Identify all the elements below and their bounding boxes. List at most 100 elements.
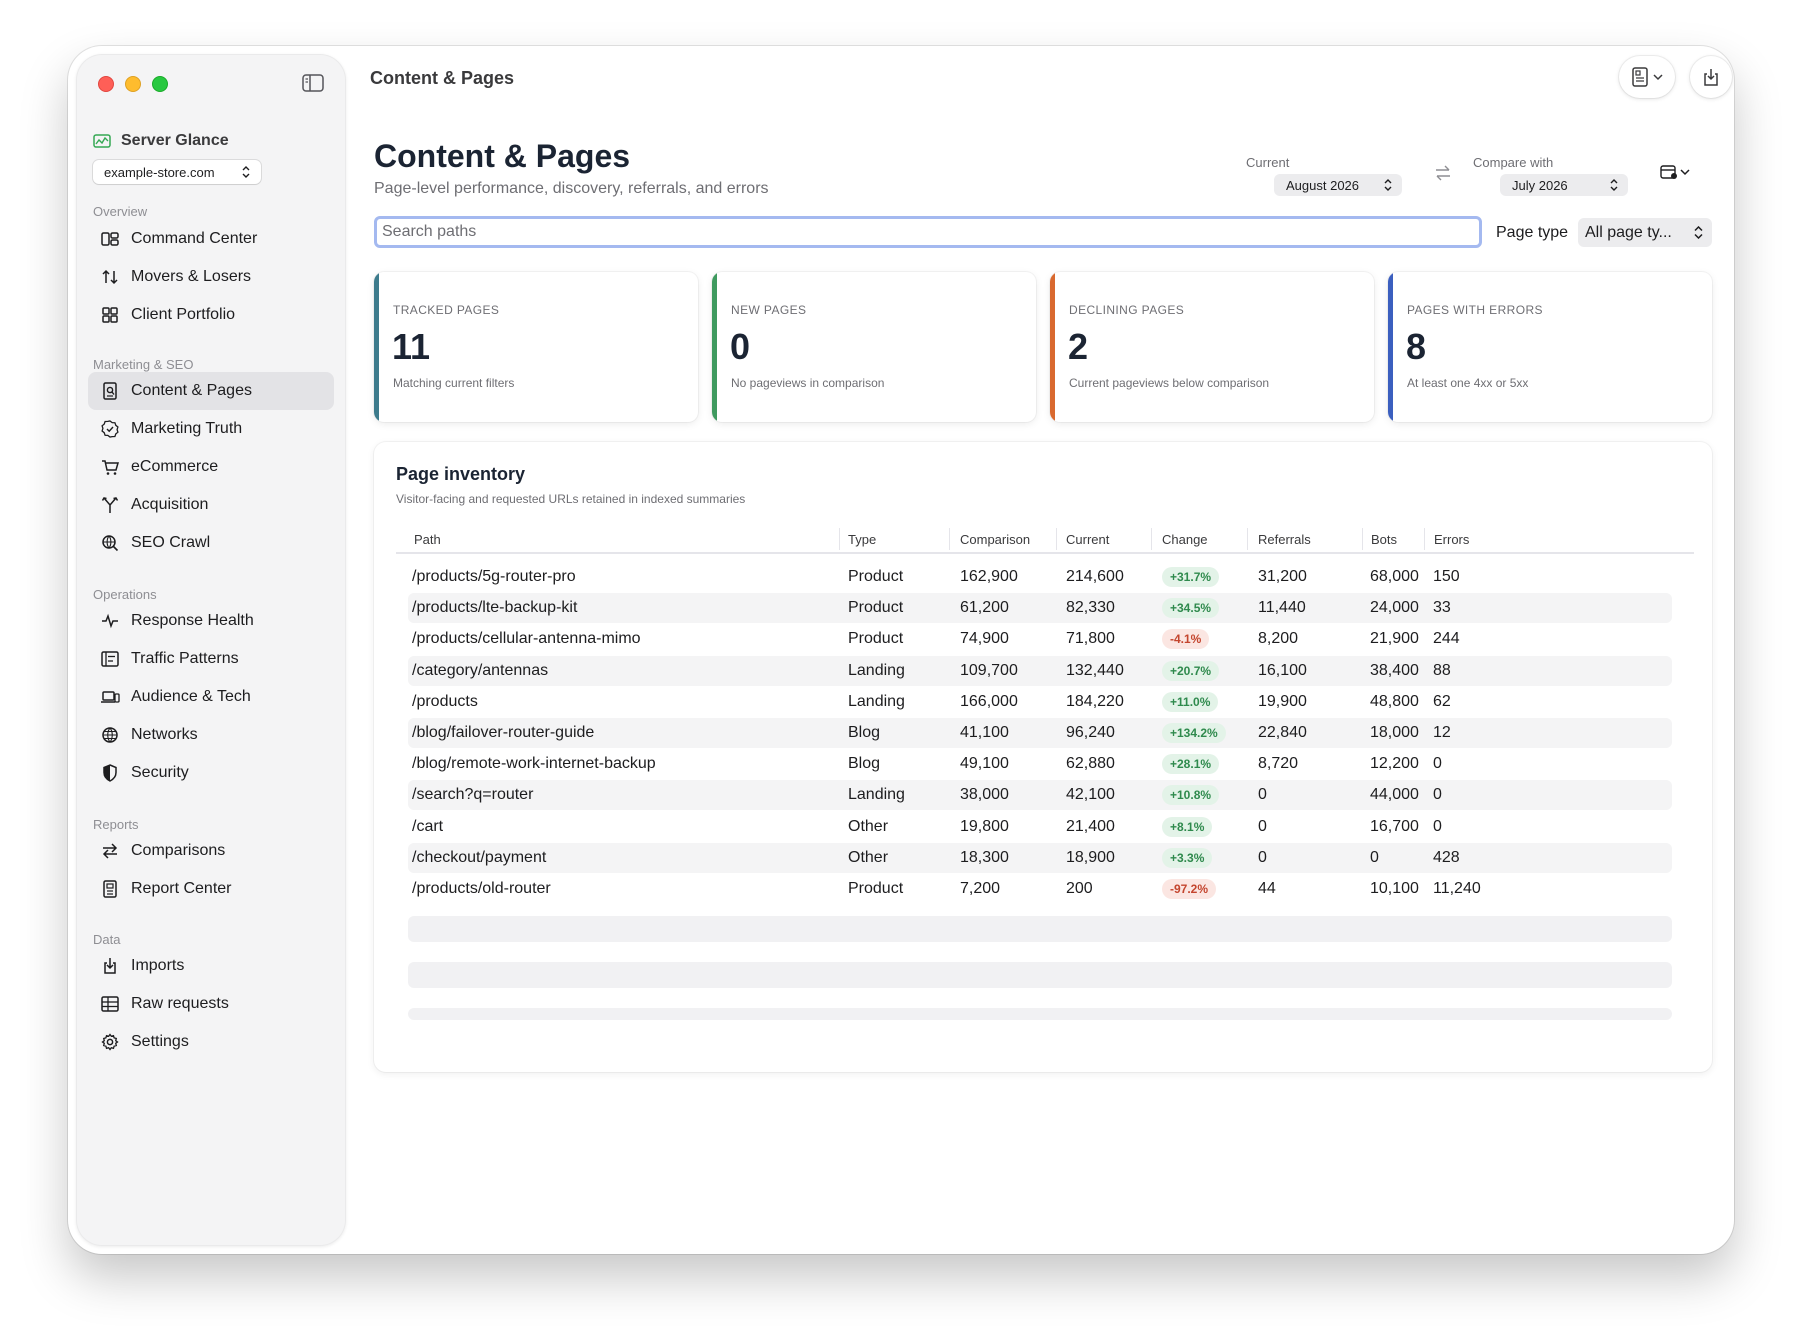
cell-bots: 38,400 <box>1370 661 1419 679</box>
table-row[interactable]: /search?q=router Landing 38,000 42,100 0 44,0… <box>408 780 1672 811</box>
sidebar-item-imports[interactable]: Imports <box>88 947 334 985</box>
cell-type: Product <box>848 630 904 648</box>
column-header[interactable]: Referrals <box>1258 532 1311 547</box>
table-row[interactable]: /category/antennas Landing 109,700 132,440 1… <box>408 655 1672 686</box>
column-header[interactable]: Path <box>414 532 441 547</box>
cell-comparison: 49,100 <box>960 755 1009 773</box>
brand: Server Glance <box>93 132 229 150</box>
cell-bots: 18,000 <box>1370 724 1419 741</box>
cell-type: Blog <box>848 755 881 773</box>
sidebar-item-settings[interactable]: Settings <box>88 1023 334 1061</box>
compare-period-value: July 2026 <box>1512 177 1568 193</box>
page-inventory-panel: Page inventory Visitor-facing and reques… <box>374 442 1712 1072</box>
close-window-button[interactable] <box>98 76 114 92</box>
table-row[interactable]: /products/5g-router-pro Product 162,900 214… <box>408 562 1672 592</box>
column-separator <box>1247 528 1248 550</box>
change-badge: +11.0% <box>1162 691 1219 712</box>
sidebar-item-response-health[interactable]: Response Health <box>88 602 334 640</box>
cell-comparison: 18,300 <box>960 848 1009 866</box>
sidebar-item-command-center[interactable]: Command Center <box>88 220 334 258</box>
page-title: Content & Pages <box>374 138 631 174</box>
table-row[interactable]: /blog/failover-router-guide Blog 41,100 96,… <box>408 718 1672 748</box>
table-row[interactable]: /products/lte-backup-kit Product 61,200 82,… <box>408 593 1672 624</box>
download-button[interactable] <box>1690 56 1732 98</box>
cell-current: 21,400 <box>1066 817 1115 835</box>
column-header[interactable]: Errors <box>1434 532 1470 547</box>
cell-bots: 24,000 <box>1370 599 1419 617</box>
table-row[interactable]: /products/cellular-antenna-mimo Product 74… <box>408 624 1672 654</box>
section-label-marketing-seo: Marketing & SEO <box>93 357 194 372</box>
change-badge: +10.8% <box>1162 785 1220 806</box>
sidebar-item-report-center[interactable]: Report Center <box>88 870 334 908</box>
column-header[interactable]: Comparison <box>960 532 1031 547</box>
column-header[interactable]: Current <box>1066 532 1110 547</box>
stat-card-accent <box>374 272 379 422</box>
calendar-menu-button[interactable] <box>1660 164 1690 180</box>
updown-chevron-icon <box>242 166 250 178</box>
sidebar-item-traffic-patterns[interactable]: Traffic Patterns <box>88 640 334 678</box>
cell-current: 42,100 <box>1066 786 1115 804</box>
table-row[interactable]: /blog/remote-work-internet-backup Blog 49,… <box>408 749 1672 779</box>
cell-errors: 0 <box>1433 817 1442 835</box>
export-menu-button[interactable] <box>1619 56 1675 98</box>
sidebar-item-client-portfolio[interactable]: Client Portfolio <box>88 296 334 334</box>
column-separator <box>949 528 950 550</box>
cell-errors: 244 <box>1433 630 1460 648</box>
stat-card: TRACKED PAGES 11 Matching current filters <box>374 272 698 422</box>
page-type-select[interactable]: All page ty... <box>1578 218 1712 247</box>
updown-chevron-icon <box>1384 179 1392 191</box>
cell-type: Landing <box>848 661 905 679</box>
change-badge: +3.3% <box>1162 847 1213 868</box>
sidebar-item-raw-requests[interactable]: Raw requests <box>88 985 334 1023</box>
section-label-operations: Operations <box>93 587 157 602</box>
shield-icon <box>103 764 117 782</box>
table-header: Path Type Comparison Current Change Referrals… <box>396 524 1694 554</box>
stat-card-value: 2 <box>1068 326 1089 367</box>
sidebar-item-networks[interactable]: Networks <box>88 716 334 754</box>
minimize-window-button[interactable] <box>125 76 141 92</box>
current-period-label: Current <box>1246 155 1290 170</box>
table-row[interactable]: /checkout/payment Other 18,300 18,900 0 0 428 +… <box>408 842 1672 873</box>
column-header[interactable]: Bots <box>1371 532 1398 547</box>
table-row[interactable]: /products/old-router Product 7,200 200 44 10,… <box>408 874 1672 904</box>
cell-referrals: 0 <box>1258 848 1267 866</box>
cell-referrals: 8,720 <box>1258 755 1299 773</box>
sidebar-item-label: Command Center <box>131 230 258 247</box>
sidebar-item-acquisition[interactable]: Acquisition <box>88 486 334 524</box>
column-header[interactable]: Type <box>848 532 877 547</box>
cell-type: Product <box>848 568 904 585</box>
cell-type: Blog <box>848 724 881 741</box>
sidebar-item-movers-losers[interactable]: Movers & Losers <box>88 258 334 296</box>
cell-path: /blog/failover-router-guide <box>412 724 595 741</box>
sidebar-item-content-pages[interactable]: Content & Pages <box>88 372 334 410</box>
cell-referrals: 11,440 <box>1258 599 1306 617</box>
sidebar-item-label: Networks <box>131 726 198 743</box>
sidebar-item-marketing-truth[interactable]: Marketing Truth <box>88 410 334 448</box>
current-period-select[interactable]: August 2026 <box>1274 174 1402 196</box>
column-header[interactable]: Change <box>1162 532 1208 547</box>
search-input[interactable] <box>382 223 1474 241</box>
sidebar-item-label: Marketing Truth <box>131 420 243 437</box>
zoom-window-button[interactable] <box>152 76 168 92</box>
sidebar-item-security[interactable]: Security <box>88 754 334 792</box>
sidebar-toggle-icon[interactable] <box>302 74 324 92</box>
cell-referrals: 0 <box>1258 786 1267 804</box>
site-select[interactable]: example-store.com <box>93 160 261 184</box>
updown-chevron-icon <box>1610 179 1618 191</box>
brand-title: Server Glance <box>121 132 229 149</box>
cell-comparison: 74,900 <box>960 630 1009 648</box>
table-row[interactable]: /products Landing 166,000 184,220 19,900 48,8… <box>408 687 1672 717</box>
search-field[interactable] <box>374 216 1482 248</box>
compare-period-select[interactable]: July 2026 <box>1500 174 1628 196</box>
swap-periods-icon[interactable] <box>1435 164 1451 182</box>
app-window: Server Glance example-store.com Overview… <box>68 46 1734 1254</box>
sidebar-item-comparisons[interactable]: Comparisons <box>88 832 334 870</box>
chevron-down-icon <box>1653 74 1663 81</box>
sidebar-item-seo-crawl[interactable]: SEO Crawl <box>88 524 334 562</box>
sidebar-item-ecommerce[interactable]: eCommerce <box>88 448 334 486</box>
table-row[interactable]: /cart Other 19,800 21,400 0 16,700 0 +8.1% <box>408 812 1672 842</box>
sidebar-item-audience-tech[interactable]: Audience & Tech <box>88 678 334 716</box>
site-select-value: example-store.com <box>104 164 215 180</box>
document-chart-icon <box>1632 67 1648 87</box>
timeline-icon <box>101 651 119 667</box>
